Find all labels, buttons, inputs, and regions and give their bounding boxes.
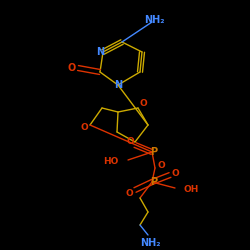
Text: O: O xyxy=(80,124,88,132)
Text: O: O xyxy=(125,188,133,198)
Text: O: O xyxy=(126,138,134,146)
Text: P: P xyxy=(150,147,158,157)
Text: OH: OH xyxy=(183,186,198,194)
Text: NH₂: NH₂ xyxy=(140,238,160,248)
Text: O: O xyxy=(157,162,165,170)
Text: O: O xyxy=(139,100,147,108)
Text: N: N xyxy=(96,47,104,57)
Text: N: N xyxy=(114,80,122,90)
Text: HO: HO xyxy=(103,158,118,166)
Text: P: P xyxy=(150,177,158,187)
Text: O: O xyxy=(68,63,76,73)
Text: NH₂: NH₂ xyxy=(144,15,164,25)
Text: O: O xyxy=(171,168,179,177)
